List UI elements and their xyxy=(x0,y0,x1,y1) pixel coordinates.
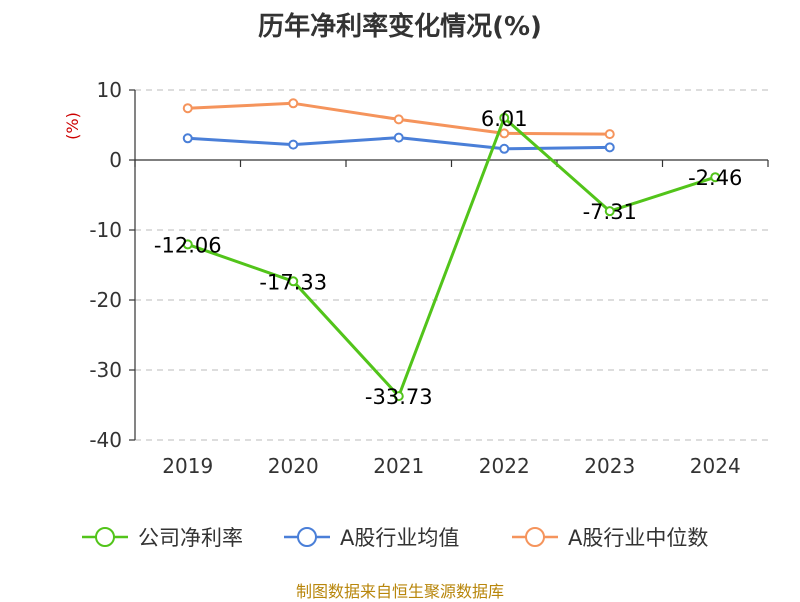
x-tick-label: 2023 xyxy=(584,454,635,478)
data-point xyxy=(393,132,404,143)
data-point xyxy=(499,128,510,139)
label-layer: -12.06 -17.33 -33.73 6.01 -7.31 -2.46 xyxy=(154,107,743,409)
data-label: -33.73 xyxy=(365,385,433,409)
data-point xyxy=(499,143,510,154)
legend-label: 公司净利率 xyxy=(138,526,243,550)
axis-layer: 10 0 -10 -20 -30 -40 2019 2020 2021 2022 2023 2024 xyxy=(89,78,769,478)
data-label: -17.33 xyxy=(259,270,327,294)
legend-label: A股行业均值 xyxy=(340,526,459,550)
legend-swatch-marker xyxy=(525,527,545,547)
legend-swatch-marker xyxy=(297,527,317,547)
data-point xyxy=(604,142,615,153)
x-tick-label: 2019 xyxy=(162,454,213,478)
data-point xyxy=(393,114,404,125)
y-tick-label: 0 xyxy=(109,148,122,172)
data-point xyxy=(288,98,299,109)
data-point xyxy=(393,391,404,402)
y-tick-label: 10 xyxy=(97,78,122,102)
data-label: -7.31 xyxy=(583,200,637,224)
y-axis-unit: (%) xyxy=(63,112,82,140)
data-point xyxy=(288,139,299,150)
data-point xyxy=(710,172,721,183)
x-tick-label: 2020 xyxy=(268,454,319,478)
data-point xyxy=(182,103,193,114)
data-label: 6.01 xyxy=(481,107,528,131)
data-point xyxy=(288,276,299,287)
legend-label: A股行业中位数 xyxy=(568,526,708,550)
y-tick-label: -20 xyxy=(89,288,122,312)
data-point xyxy=(499,112,510,123)
legend-swatch-marker xyxy=(95,527,115,547)
x-tick-label: 2022 xyxy=(479,454,530,478)
data-point xyxy=(182,239,193,250)
y-tick-label: -10 xyxy=(89,218,122,242)
data-point xyxy=(604,129,615,140)
source-note: 制图数据来自恒生聚源数据库 xyxy=(295,582,504,601)
y-tick-label: -30 xyxy=(89,358,122,382)
legend: 公司净利率 A股行业均值 A股行业中位数 xyxy=(82,526,708,550)
data-label: -12.06 xyxy=(154,233,222,257)
data-point xyxy=(182,133,193,144)
series-layer xyxy=(182,98,721,402)
y-tick-label: -40 xyxy=(89,428,122,452)
chart-title: 历年净利率变化情况(%) xyxy=(258,12,542,42)
data-point xyxy=(604,206,615,217)
series-line xyxy=(187,116,716,398)
data-label: -2.46 xyxy=(688,166,742,190)
x-tick-label: 2021 xyxy=(373,454,424,478)
x-tick-label: 2024 xyxy=(690,454,741,478)
